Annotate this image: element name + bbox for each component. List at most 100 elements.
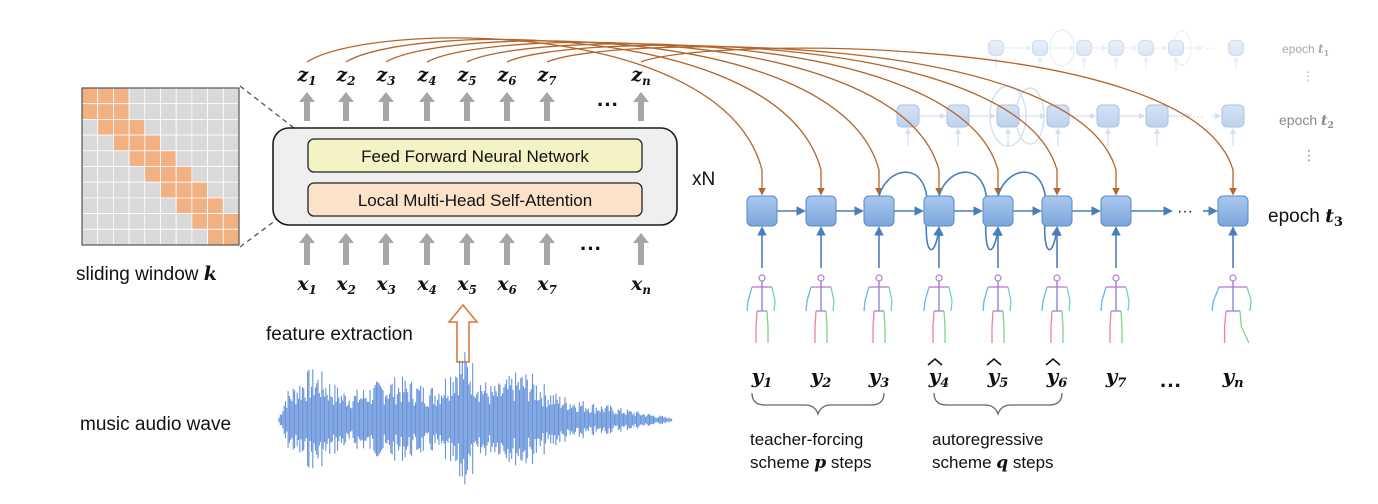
matrix-cell	[160, 119, 177, 136]
matrix-cell	[113, 166, 130, 183]
matrix-cell	[207, 181, 224, 199]
matrix-cell	[144, 119, 161, 136]
matrix-cell	[191, 228, 208, 246]
sequence-node	[746, 195, 778, 227]
sequence-node	[996, 104, 1020, 128]
up-arrow-head	[499, 233, 515, 243]
matrix-cell	[191, 150, 208, 167]
sequence-node	[1100, 195, 1132, 227]
feature-extraction-label: feature extraction	[266, 324, 413, 345]
matrix-cell	[191, 197, 208, 214]
feed-forward-box	[307, 138, 643, 173]
matrix-cell	[144, 213, 161, 230]
matrix-cell	[144, 134, 161, 152]
matrix-cell	[207, 150, 224, 167]
self-attention-label: Local Multi-Head Self-Attention	[358, 191, 592, 210]
matrix-cell	[160, 87, 177, 105]
x_input-label: x6	[496, 273, 517, 297]
matrix-cell	[222, 197, 240, 214]
z_output-label: z2	[336, 64, 356, 88]
matrix-cell	[175, 103, 193, 120]
sequence-node	[982, 195, 1014, 227]
up-arrow-head	[378, 92, 394, 102]
z-to-node-arrow	[546, 46, 1120, 196]
matrix-cell	[81, 150, 99, 167]
matrix-cell	[207, 103, 224, 120]
matrix-cell	[191, 213, 208, 230]
matrix-cell	[191, 87, 208, 105]
repeat-label: xN	[692, 169, 715, 190]
matrix-cell	[81, 166, 99, 183]
matrix-cell	[128, 119, 146, 136]
matrix-cell	[81, 228, 99, 246]
sliding-window-matrix	[81, 87, 240, 246]
matrix-cell	[160, 213, 177, 230]
matrix-cell	[175, 166, 193, 183]
matrix-cell	[113, 119, 130, 136]
z-outputs: z1 z2 z3 z4 z5 z6 z7 zn	[297, 64, 651, 88]
matrix-cell	[175, 228, 193, 246]
y-output-label: y3	[868, 364, 890, 391]
z_output-label: z6	[497, 64, 517, 88]
matrix-cell	[175, 87, 193, 105]
y-output-label: y5	[987, 364, 1009, 391]
sequence-ellipsis: ···	[1192, 109, 1204, 123]
matrix-cell	[175, 197, 193, 214]
pose-figure	[1041, 274, 1071, 343]
sequence-node	[1168, 40, 1184, 56]
matrix-cell	[175, 181, 193, 199]
matrix-cell	[207, 213, 224, 230]
matrix-cell	[222, 228, 240, 246]
matrix-cell	[81, 103, 99, 120]
matrix-cell	[160, 181, 177, 199]
z-to-node-arrow	[640, 47, 1237, 196]
feature-extraction-arrow	[447, 303, 479, 363]
matrix-cell	[207, 87, 224, 105]
music-audio-wave-label: music audio wave	[80, 414, 231, 435]
self-attention-box	[307, 182, 643, 217]
x_input-label: xn	[630, 273, 651, 297]
matrix-cell	[97, 181, 114, 199]
sequence-node	[1032, 40, 1048, 56]
sequence-node	[805, 195, 837, 227]
matrix-cell	[128, 134, 146, 152]
epoch-t3-label: epoch t3	[1268, 205, 1343, 230]
matrix-cell	[97, 228, 114, 246]
sequence-node	[863, 195, 895, 227]
matrix-cell	[113, 228, 130, 246]
hat-accent	[1045, 357, 1061, 366]
matrix-cell	[81, 181, 99, 199]
matrix-cell	[97, 150, 114, 167]
x_input-label: x2	[335, 273, 356, 297]
up-arrow-head	[459, 233, 475, 243]
matrix-cell	[81, 197, 99, 214]
pose-figure	[1211, 274, 1252, 344]
matrix-cell	[207, 197, 224, 214]
matrix-cell	[144, 103, 161, 120]
matrix-cell	[175, 150, 193, 167]
matrix-cell	[97, 197, 114, 214]
up-arrow-head	[299, 92, 315, 102]
waveform-path	[278, 352, 673, 485]
sequence-node	[1108, 40, 1124, 56]
matrix-cell	[144, 166, 161, 183]
up-arrow-head	[338, 233, 354, 243]
pose-figure	[805, 274, 835, 343]
matrix-cell	[81, 119, 99, 136]
matrix-cell	[222, 103, 240, 120]
z_output-label: z3	[376, 64, 396, 88]
output-arrows	[299, 92, 649, 121]
matrix-cell	[113, 181, 130, 199]
autoregressive-line1: autoregressive	[932, 430, 1044, 449]
pose-figure	[982, 274, 1012, 343]
z-to-node-arrows	[306, 37, 1237, 196]
epoch-t1-label: epoch t1	[1282, 42, 1329, 58]
hat-accent	[927, 357, 943, 366]
matrix-cell	[207, 166, 224, 183]
up-arrow-head	[419, 233, 435, 243]
pose-figure	[863, 274, 893, 343]
y-output-label: y6	[1046, 364, 1068, 391]
z_output-label: zn	[630, 64, 650, 88]
sequence-node	[1221, 104, 1245, 128]
z-to-node-arrow	[306, 37, 766, 196]
